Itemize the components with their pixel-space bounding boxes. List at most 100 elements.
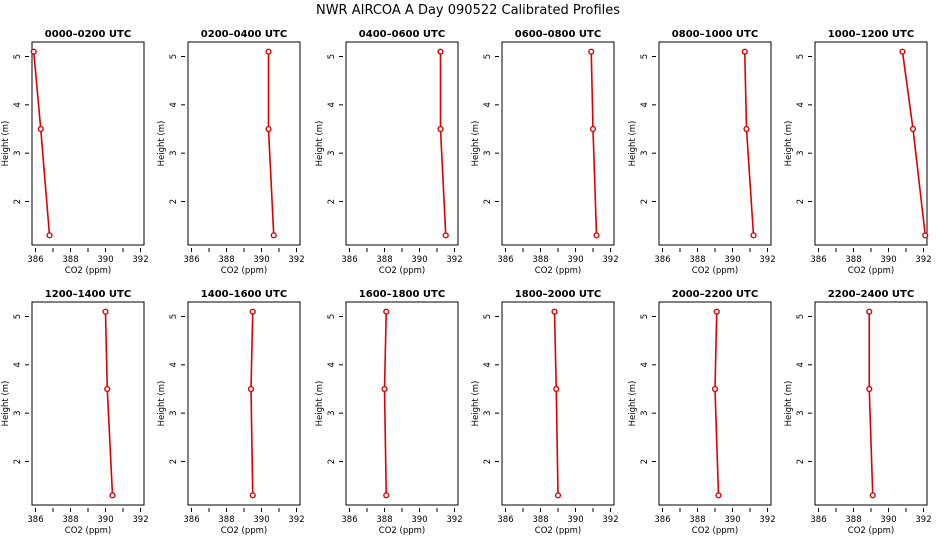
data-point bbox=[715, 492, 722, 499]
panel-title: 1000–1200 UTC bbox=[828, 29, 914, 40]
plot-frame bbox=[658, 301, 772, 506]
chart-panel: 0400–0600 UTC 386 388 390 392 2 3 4 5 CO2 (ppm) He… bbox=[315, 29, 463, 276]
y-tick-label: 3 bbox=[169, 150, 179, 155]
y-tick-label: 4 bbox=[640, 102, 650, 107]
data-point bbox=[741, 48, 748, 55]
y-tick-label: 5 bbox=[796, 314, 806, 319]
data-point bbox=[869, 492, 876, 499]
y-axis-label: Height (m) bbox=[1, 381, 11, 427]
x-tick-label: 388 bbox=[62, 255, 78, 265]
x-tick-label: 390 bbox=[567, 515, 583, 525]
data-point bbox=[383, 308, 390, 315]
panel-title: 1600–1800 UTC bbox=[359, 289, 445, 300]
x-tick-label: 388 bbox=[689, 515, 705, 525]
panel-title: 1400–1600 UTC bbox=[201, 289, 287, 300]
y-tick-label: 3 bbox=[13, 410, 23, 415]
y-axis-label: Height (m) bbox=[471, 121, 481, 167]
y-tick-label: 4 bbox=[327, 362, 337, 367]
y-tick-label: 4 bbox=[13, 362, 23, 367]
y-axis-label: Height (m) bbox=[628, 381, 638, 427]
x-tick-label: 392 bbox=[915, 255, 931, 265]
profile-line bbox=[553, 311, 559, 496]
x-tick-label: 392 bbox=[759, 255, 775, 265]
data-point bbox=[866, 385, 873, 393]
data-point bbox=[743, 125, 750, 133]
plot-frame bbox=[31, 301, 145, 506]
y-axis-label: Height (m) bbox=[628, 121, 638, 167]
y-axis-label: Height (m) bbox=[784, 121, 794, 167]
chart-panel: 1400–1600 UTC 386 388 390 392 2 3 4 5 CO2 (ppm) He… bbox=[157, 289, 305, 536]
x-tick-label: 392 bbox=[446, 515, 462, 525]
y-axis-label: Height (m) bbox=[315, 381, 325, 427]
y-tick-label: 3 bbox=[796, 150, 806, 155]
data-point bbox=[713, 308, 720, 315]
x-tick-label: 386 bbox=[497, 515, 513, 525]
chart-panel: 2200–2400 UTC 386 388 390 392 2 3 4 5 CO2 (ppm) He… bbox=[784, 289, 932, 536]
y-tick-label: 2 bbox=[796, 459, 806, 464]
panel-title: 1200–1400 UTC bbox=[45, 289, 131, 300]
y-tick-label: 4 bbox=[796, 362, 806, 367]
data-point bbox=[437, 125, 444, 133]
plot-frame bbox=[187, 41, 301, 246]
x-tick-label: 390 bbox=[724, 515, 740, 525]
panel-title: 0600–0800 UTC bbox=[515, 29, 601, 40]
panel-title: 0800–1000 UTC bbox=[672, 29, 758, 40]
x-axis-label: CO2 (ppm) bbox=[379, 526, 425, 536]
y-axis-label: Height (m) bbox=[1, 121, 11, 167]
plot-frame bbox=[814, 41, 928, 246]
x-axis-label: CO2 (ppm) bbox=[535, 526, 581, 536]
x-axis-label: CO2 (ppm) bbox=[848, 526, 894, 536]
x-axis-label: CO2 (ppm) bbox=[65, 266, 111, 276]
x-axis-label: CO2 (ppm) bbox=[221, 266, 267, 276]
profile-line bbox=[104, 311, 114, 496]
data-point bbox=[554, 492, 562, 499]
x-tick-label: 392 bbox=[915, 515, 931, 525]
data-point bbox=[381, 385, 388, 393]
data-point bbox=[922, 232, 929, 239]
y-tick-label: 5 bbox=[169, 54, 179, 59]
plot-frame bbox=[501, 301, 615, 506]
chart-panel: 2000–2200 UTC 386 388 390 392 2 3 4 5 CO2 (ppm) He… bbox=[628, 289, 776, 536]
profile-line bbox=[590, 51, 598, 236]
y-tick-label: 5 bbox=[327, 314, 337, 319]
data-point bbox=[899, 48, 906, 55]
profile-line bbox=[383, 311, 388, 496]
chart-panel: 1600–1800 UTC 386 388 390 392 2 3 4 5 CO2 (ppm) He… bbox=[315, 289, 463, 536]
x-axis-label: CO2 (ppm) bbox=[692, 526, 738, 536]
y-tick-label: 2 bbox=[327, 199, 337, 204]
profile-line bbox=[267, 51, 275, 236]
y-tick-label: 2 bbox=[640, 459, 650, 464]
y-axis-label: Height (m) bbox=[784, 381, 794, 427]
y-axis-label: Height (m) bbox=[315, 121, 325, 167]
x-tick-label: 388 bbox=[376, 515, 392, 525]
data-point bbox=[104, 385, 111, 393]
data-point bbox=[711, 385, 719, 393]
x-tick-label: 386 bbox=[810, 255, 826, 265]
x-axis-label: CO2 (ppm) bbox=[848, 266, 894, 276]
data-point bbox=[249, 492, 256, 499]
x-tick-label: 388 bbox=[62, 515, 78, 525]
x-tick-label: 392 bbox=[288, 515, 304, 525]
panel-title: 0200–0400 UTC bbox=[201, 29, 287, 40]
data-point bbox=[866, 308, 873, 315]
x-tick-label: 386 bbox=[654, 515, 670, 525]
data-point bbox=[109, 492, 116, 499]
x-tick-label: 390 bbox=[567, 255, 583, 265]
y-tick-label: 5 bbox=[13, 54, 23, 59]
y-tick-label: 4 bbox=[796, 102, 806, 107]
y-tick-label: 2 bbox=[13, 459, 23, 464]
plot-frame bbox=[501, 41, 615, 246]
y-tick-label: 4 bbox=[13, 102, 23, 107]
y-axis-label: Height (m) bbox=[157, 381, 167, 427]
y-tick-label: 2 bbox=[327, 459, 337, 464]
chart-panel: 1200–1400 UTC 386 388 390 392 2 3 4 5 CO2 (ppm) He… bbox=[1, 289, 149, 536]
figure-title: NWR AIRCOA A Day 090522 Calibrated Profi… bbox=[316, 3, 620, 18]
plot-frame bbox=[345, 301, 459, 506]
y-tick-label: 5 bbox=[13, 314, 23, 319]
data-point bbox=[588, 48, 595, 55]
chart-panel: 1000–1200 UTC 386 388 390 392 2 3 4 5 CO2 (ppm) He… bbox=[784, 29, 932, 276]
data-point bbox=[265, 125, 272, 133]
y-tick-label: 3 bbox=[640, 410, 650, 415]
x-tick-label: 388 bbox=[218, 515, 234, 525]
data-point bbox=[437, 48, 444, 55]
